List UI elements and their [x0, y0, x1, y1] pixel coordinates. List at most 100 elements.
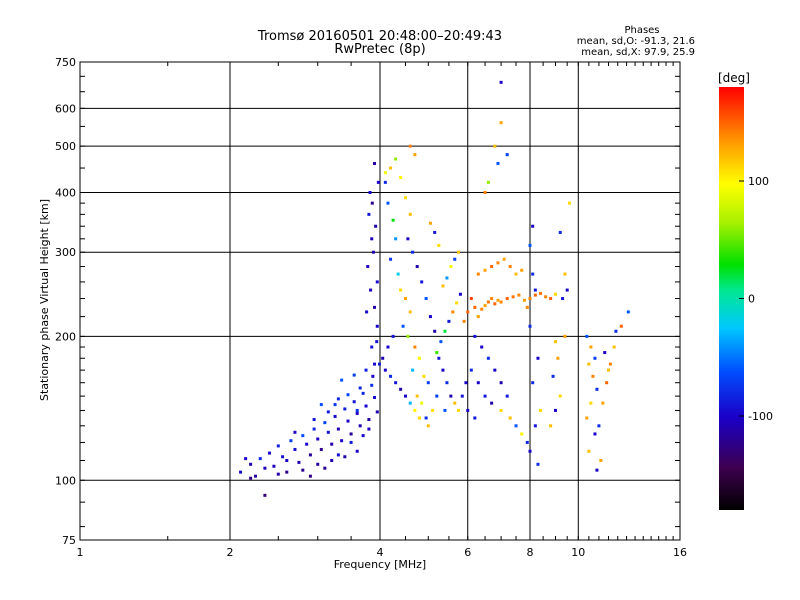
data-point — [352, 373, 356, 377]
data-point — [323, 421, 327, 425]
data-point — [370, 345, 374, 349]
data-point — [563, 272, 567, 276]
data-point — [319, 403, 323, 407]
data-point — [358, 424, 362, 428]
data-point — [391, 218, 395, 222]
data-point — [608, 362, 612, 366]
data-point — [595, 387, 599, 391]
data-point — [591, 374, 595, 378]
x-tick-label: 2 — [227, 546, 234, 559]
data-point — [293, 447, 297, 451]
data-point — [383, 368, 387, 372]
data-point — [553, 340, 557, 344]
data-point — [276, 444, 280, 448]
data-point — [439, 340, 443, 344]
data-point — [451, 310, 455, 314]
data-point — [285, 458, 289, 462]
data-point — [352, 400, 356, 404]
data-point — [447, 319, 451, 323]
data-point — [441, 284, 445, 288]
data-point — [499, 408, 503, 412]
data-point — [437, 356, 441, 360]
data-point — [375, 340, 379, 344]
data-point — [375, 410, 379, 414]
data-point — [587, 449, 591, 453]
data-point — [424, 416, 428, 420]
data-point — [386, 201, 390, 205]
data-point — [549, 424, 553, 428]
data-point — [589, 401, 593, 405]
data-point — [411, 250, 415, 254]
data-point — [476, 272, 480, 276]
data-point — [333, 414, 337, 418]
data-point — [301, 468, 305, 472]
y-tick-label: 200 — [55, 330, 76, 343]
data-point — [305, 442, 309, 446]
data-point — [453, 401, 457, 405]
data-point — [346, 419, 350, 423]
data-point — [496, 161, 500, 165]
data-point — [326, 430, 330, 434]
data-point — [558, 394, 562, 398]
data-point — [336, 453, 340, 457]
data-point — [517, 293, 521, 297]
x-tick-label: 8 — [527, 546, 534, 559]
data-point — [601, 401, 605, 405]
stats-x-mode: mean, sd,X: 97.9, 25.9 — [581, 47, 695, 58]
y-axis-label: Stationary phase Virtual Height [km] — [38, 199, 51, 401]
data-point — [514, 272, 518, 276]
data-point — [431, 408, 435, 412]
data-point — [567, 201, 571, 205]
data-point — [370, 201, 374, 205]
data-point — [371, 374, 375, 378]
data-point — [508, 265, 512, 269]
data-point — [443, 329, 447, 333]
data-point — [396, 272, 400, 276]
data-point — [301, 434, 305, 438]
data-point — [483, 394, 487, 398]
x-tick-label: 16 — [673, 546, 687, 559]
data-point — [514, 424, 518, 428]
data-point — [355, 408, 359, 412]
data-point — [599, 458, 603, 462]
axis-ticks: 1 2 4 6 8 10 16 75 100 200 300 400 500 600 750 — [55, 56, 687, 559]
data-point — [413, 408, 417, 412]
data-point — [531, 272, 535, 276]
data-point — [483, 268, 487, 272]
x-tick-label: 1 — [77, 546, 84, 559]
data-point — [373, 362, 377, 366]
data-point — [369, 288, 373, 292]
data-point — [486, 180, 490, 184]
data-point — [593, 432, 597, 436]
grid-lines — [80, 62, 680, 540]
data-point — [343, 407, 347, 411]
data-point — [312, 418, 316, 422]
data-point — [361, 434, 365, 438]
data-point — [486, 356, 490, 360]
data-point — [364, 368, 368, 372]
data-point — [316, 462, 320, 466]
data-point — [406, 237, 410, 241]
data-point — [403, 394, 407, 398]
data-point — [449, 394, 453, 398]
data-point — [449, 265, 453, 269]
data-point — [365, 310, 369, 314]
data-point — [499, 381, 503, 385]
data-point — [420, 280, 424, 284]
data-point — [370, 383, 374, 387]
data-point — [373, 161, 377, 165]
data-point — [464, 381, 468, 385]
data-point — [499, 300, 503, 304]
data-point — [285, 470, 289, 474]
data-point — [457, 250, 461, 254]
data-point — [389, 257, 393, 261]
data-point — [403, 196, 407, 200]
data-point — [401, 324, 405, 328]
data-point — [525, 305, 529, 309]
data-point — [415, 394, 419, 398]
data-point — [373, 395, 377, 399]
data-point — [422, 374, 426, 378]
data-point — [556, 356, 560, 360]
x-axis-label: Frequency [MHz] — [334, 558, 426, 571]
data-point — [466, 310, 470, 314]
